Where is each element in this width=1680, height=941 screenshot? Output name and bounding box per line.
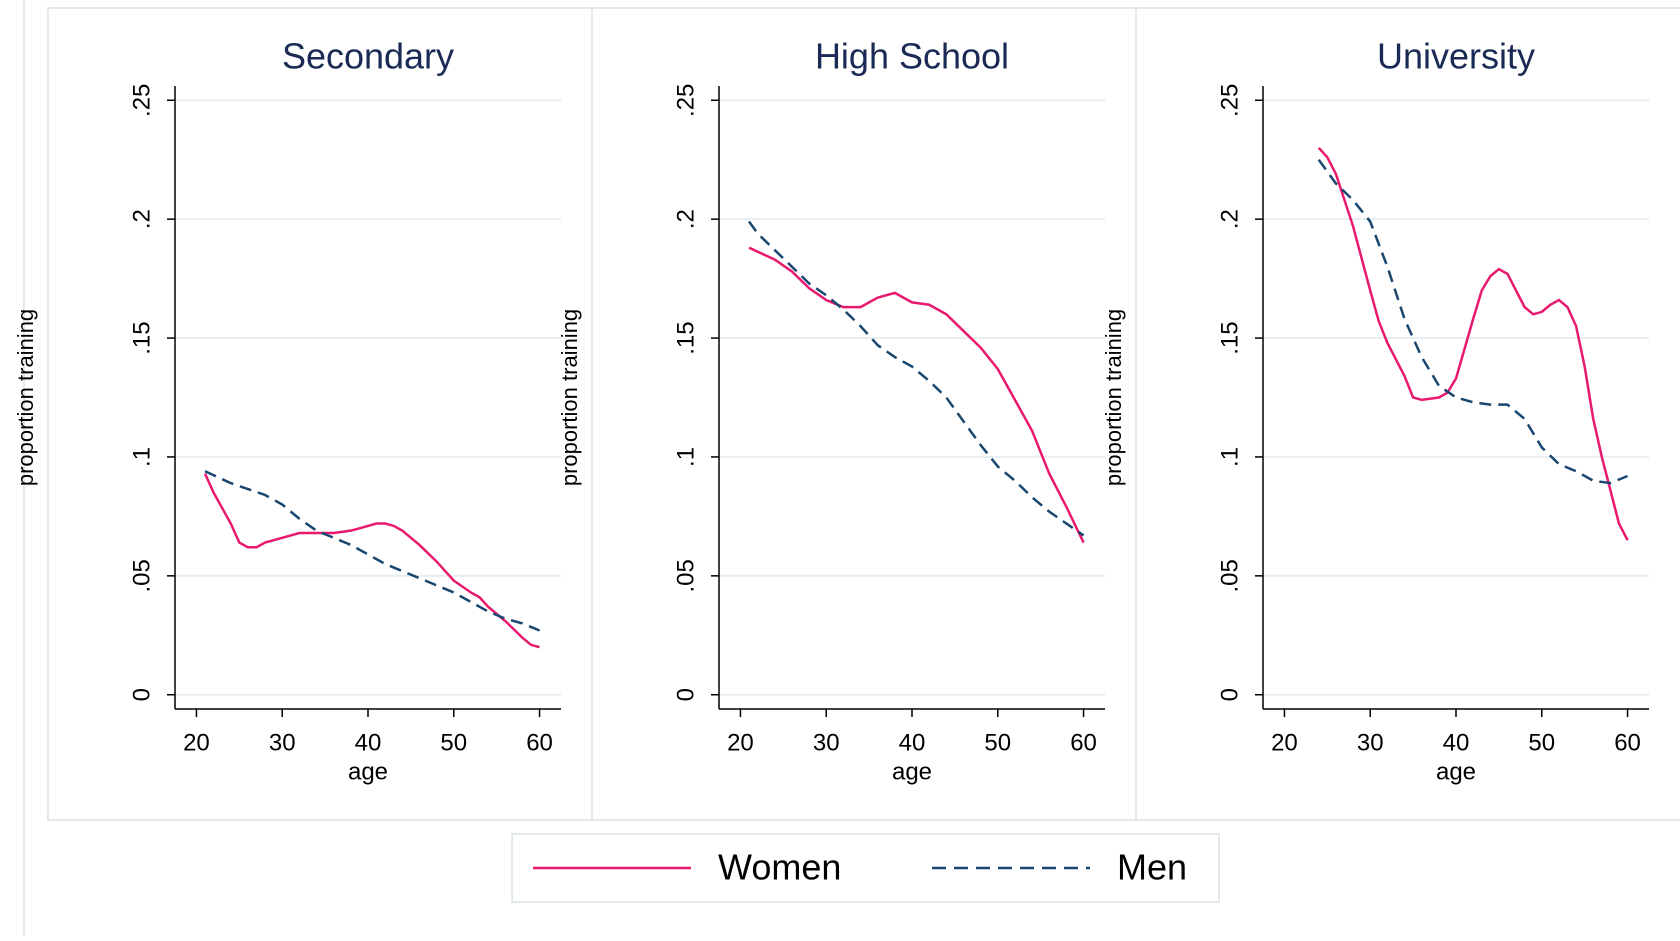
- x-axis-title: age: [892, 758, 932, 785]
- y-tick-label: .25: [1216, 84, 1243, 117]
- x-tick-label: 40: [1443, 729, 1470, 756]
- y-tick-label: .1: [1216, 447, 1243, 467]
- x-tick-label: 50: [1528, 729, 1555, 756]
- series-line: [748, 246, 1085, 544]
- y-axis-title: proportion training: [557, 309, 582, 486]
- y-tick-label: .15: [128, 321, 155, 354]
- x-tick-label: 50: [984, 729, 1011, 756]
- legend-label: Women: [718, 847, 841, 888]
- x-tick-label: 50: [440, 729, 467, 756]
- y-tick-label: .15: [1216, 321, 1243, 354]
- x-tick-label: 30: [269, 729, 296, 756]
- x-tick-label: 20: [727, 729, 754, 756]
- y-tick-label: .2: [672, 209, 699, 229]
- x-tick-label: 20: [1271, 729, 1298, 756]
- x-tick-label: 60: [526, 729, 553, 756]
- y-axis-title: proportion training: [1101, 309, 1126, 486]
- y-tick-label: .05: [672, 559, 699, 592]
- x-tick-label: 40: [355, 729, 382, 756]
- y-tick-label: .2: [128, 209, 155, 229]
- y-tick-label: .05: [128, 559, 155, 592]
- panel: [591, 7, 1138, 821]
- x-tick-label: 20: [183, 729, 210, 756]
- y-tick-label: .25: [672, 84, 699, 117]
- y-tick-label: .25: [128, 84, 155, 117]
- series-line: [204, 470, 541, 632]
- y-tick-label: .1: [128, 447, 155, 467]
- x-tick-label: 30: [1357, 729, 1384, 756]
- x-axis-title: age: [348, 758, 388, 785]
- y-axis-title: proportion training: [13, 309, 38, 486]
- x-tick-label: 30: [813, 729, 840, 756]
- panel-title: High School: [815, 36, 1009, 77]
- y-tick-label: 0: [672, 688, 699, 701]
- x-tick-label: 60: [1614, 729, 1641, 756]
- series-line: [748, 220, 1085, 537]
- y-tick-label: .2: [1216, 209, 1243, 229]
- series-line: [1317, 158, 1629, 485]
- panel: [47, 7, 594, 821]
- series-line: [1317, 146, 1629, 541]
- panel: [1135, 7, 1680, 821]
- y-tick-label: .15: [672, 321, 699, 354]
- x-tick-label: 60: [1070, 729, 1097, 756]
- y-tick-label: .1: [672, 447, 699, 467]
- legend-label: Men: [1117, 847, 1187, 888]
- y-tick-label: 0: [1216, 688, 1243, 701]
- y-tick-label: 0: [128, 688, 155, 701]
- panel-title: University: [1377, 36, 1535, 77]
- x-axis-title: age: [1436, 758, 1476, 785]
- series-line: [203, 473, 540, 649]
- y-tick-label: .05: [1216, 559, 1243, 592]
- x-tick-label: 40: [899, 729, 926, 756]
- panel-title: Secondary: [282, 36, 454, 77]
